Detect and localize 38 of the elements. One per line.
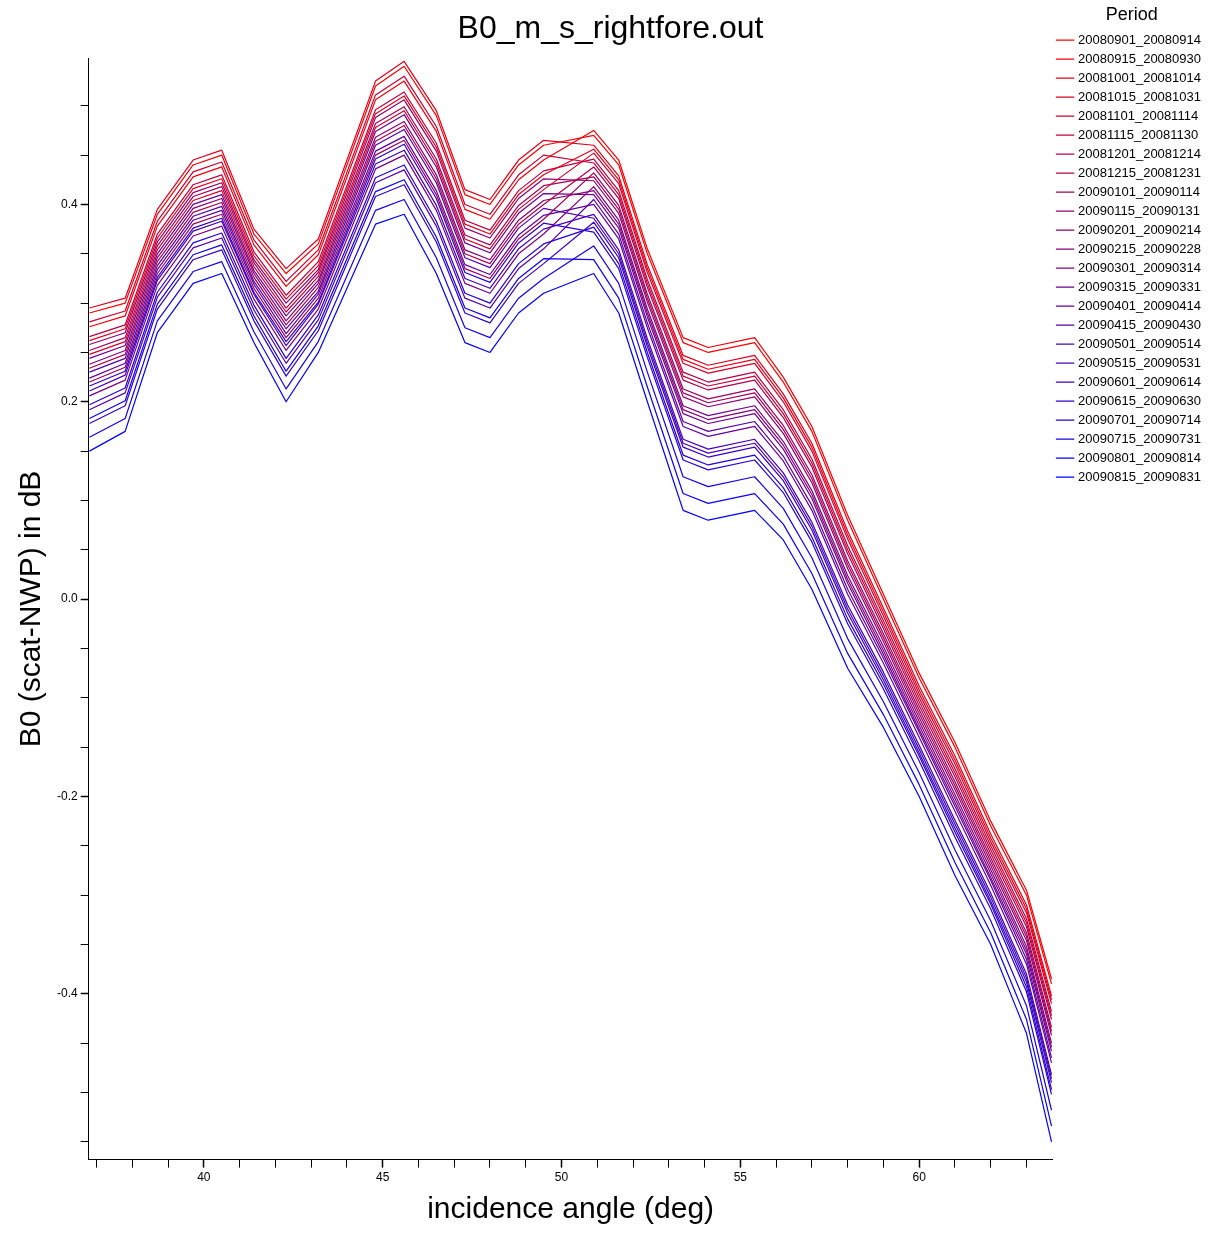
- legend-label: 20090201_20090214: [1078, 221, 1202, 237]
- legend-title: Period: [1105, 3, 1158, 24]
- y-tick-label: -0.4: [56, 986, 78, 1001]
- legend-label: 20090601_20090614: [1078, 373, 1202, 389]
- legend-label: 20090415_20090430: [1078, 316, 1202, 332]
- x-axis-title: incidence angle (deg): [427, 1191, 715, 1225]
- legend-label: 20090701_20090714: [1078, 411, 1202, 427]
- legend-label: 20080901_20080914: [1078, 31, 1202, 47]
- legend-label: 20090515_20090531: [1078, 354, 1202, 370]
- legend-label: 20090715_20090731: [1078, 430, 1202, 446]
- legend-label: 20081201_20081214: [1078, 145, 1202, 161]
- legend-label: 20090101_20090114: [1078, 183, 1201, 199]
- legend-label: 20080915_20080930: [1078, 50, 1202, 66]
- legend-label: 20090815_20090831: [1078, 468, 1202, 484]
- y-tick-label: -0.2: [56, 788, 78, 803]
- x-tick-label: 50: [554, 1170, 569, 1185]
- legend-label: 20081001_20081014: [1078, 69, 1202, 85]
- y-axis-title: B0 (scat-NWP) in dB: [13, 470, 47, 748]
- legend-label: 20090501_20090514: [1078, 335, 1202, 351]
- legend-label: 20090315_20090331: [1078, 278, 1202, 294]
- legend-label: 20090615_20090630: [1078, 392, 1202, 408]
- y-tick-label: 0.4: [60, 196, 78, 211]
- y-tick-label: 0.0: [60, 591, 78, 606]
- legend-label: 20090115_20090131: [1078, 202, 1201, 218]
- legend-label: 20090801_20090814: [1078, 449, 1202, 465]
- legend-label: 20081115_20081130: [1078, 126, 1199, 142]
- legend-label: 20090401_20090414: [1078, 297, 1202, 313]
- chart-title: B0_m_s_rightfore.out: [457, 9, 764, 46]
- y-tick-label: 0.2: [60, 394, 78, 409]
- x-tick-label: 55: [733, 1170, 748, 1185]
- x-tick-label: 40: [197, 1170, 211, 1185]
- legend-label: 20090215_20090228: [1078, 240, 1202, 256]
- legend-label: 20090301_20090314: [1078, 259, 1202, 275]
- x-tick-label: 45: [376, 1170, 390, 1185]
- x-tick-label: 60: [912, 1170, 927, 1185]
- legend-label: 20081101_20081114: [1078, 107, 1199, 123]
- legend-label: 20081015_20081031: [1078, 88, 1202, 104]
- legend-label: 20081215_20081231: [1078, 164, 1202, 180]
